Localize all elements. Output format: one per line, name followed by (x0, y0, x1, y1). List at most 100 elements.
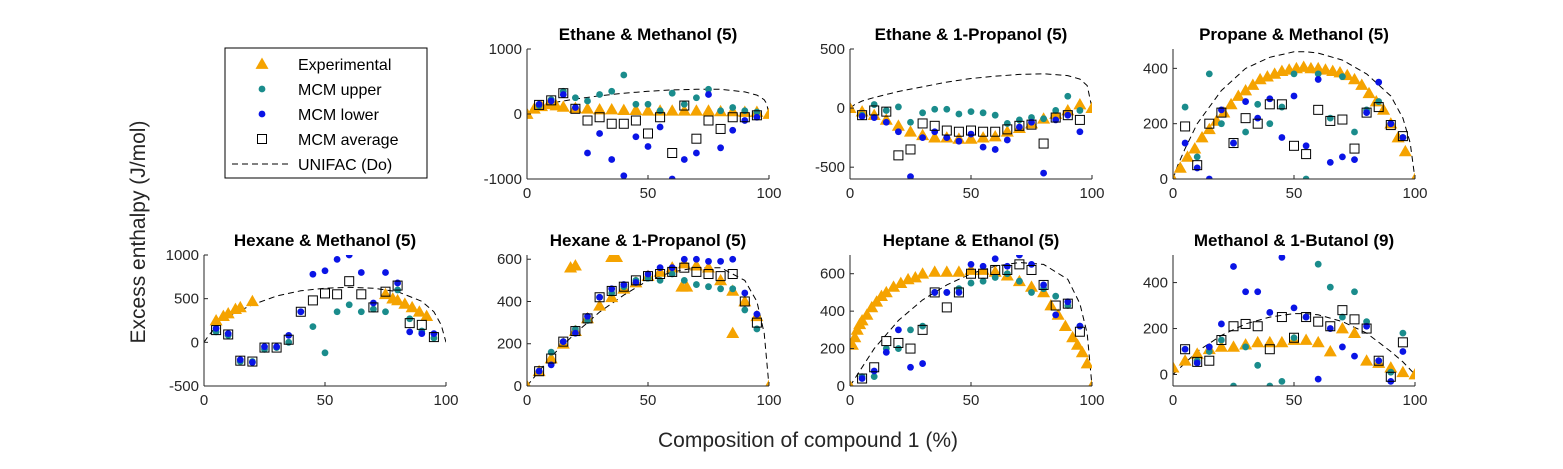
mcm-average-point (546, 353, 557, 364)
mcm-average-point (893, 337, 904, 348)
mcm-average-point (990, 126, 1001, 137)
mcm-lower-point (1242, 98, 1249, 105)
legend-label-mcm-average: MCM average (298, 132, 399, 149)
mcm-upper-point (943, 105, 951, 113)
mcm-upper-point (1003, 270, 1011, 278)
mcm-upper-point (919, 109, 926, 117)
mcm-average-point (990, 264, 1001, 275)
y-tick-label: 0 (837, 378, 845, 395)
experimental-point (527, 379, 531, 386)
mcm-lower-point (394, 279, 401, 287)
mcm-upper-point (382, 308, 389, 316)
y-tick-label: 0 (514, 378, 522, 395)
mcm-average-point (1062, 298, 1073, 309)
mcm-upper-point (729, 104, 737, 111)
mcm-upper-point (882, 107, 890, 114)
mcm-average-point (618, 281, 629, 292)
legend-box (224, 47, 428, 179)
mcm-lower-point (979, 262, 987, 270)
experimental-point (1251, 335, 1265, 348)
mcm-lower-point (357, 269, 365, 276)
experimental-point (765, 379, 769, 386)
mcm-upper-point (967, 279, 975, 287)
mcm-lower-point (693, 255, 700, 263)
experimental-point (617, 103, 631, 115)
mcm-lower-point (547, 97, 555, 105)
mcm-average-point (715, 271, 726, 282)
mcm-average-point (1385, 371, 1396, 382)
mcm-average-point (1289, 140, 1299, 151)
unifac-curve (1173, 51, 1415, 179)
mcm-lower-point (1064, 298, 1072, 306)
experimental-point (544, 352, 558, 364)
experimental-point (568, 259, 582, 271)
mcm-lower-point (858, 112, 866, 120)
mcm-average-point (618, 118, 629, 129)
mcm-average-point (667, 266, 678, 277)
mcm-upper-point (717, 107, 724, 115)
mcm-upper-point (620, 71, 628, 79)
mcm-lower-point (1218, 106, 1225, 114)
experimental-point (1080, 357, 1092, 369)
mcm-lower-point (620, 281, 628, 288)
mcm-upper-point (1290, 70, 1298, 78)
mcm-upper-point (1052, 107, 1060, 114)
mcm-upper-point (705, 283, 712, 291)
mcm-lower-point (882, 348, 890, 356)
mcm-upper-point (919, 322, 926, 330)
y-tick-label: 400 (497, 293, 522, 310)
mcm-lower-point (1302, 313, 1310, 321)
mcm-lower-point (895, 326, 902, 334)
mcm-upper-point (1003, 120, 1011, 127)
mcm-lower-point (559, 91, 567, 98)
experimental-point (916, 267, 930, 279)
mcm-lower-point (236, 356, 244, 364)
mcm-lower-point (955, 289, 963, 296)
mcm-lower-point (321, 267, 329, 275)
mcm-average-point (966, 125, 976, 136)
mcm-average-point (655, 269, 666, 280)
mcm-upper-point (1218, 120, 1225, 128)
experimental-point (245, 294, 259, 307)
mcm-average-point (307, 295, 318, 306)
plot-marks (1173, 51, 1415, 179)
mcm-lower-point (572, 329, 579, 337)
experimental-point (405, 300, 419, 313)
mcm-lower-point (1375, 357, 1383, 365)
mcm-upper-point (1399, 329, 1407, 337)
mcm-lower-point (1205, 343, 1213, 351)
mcm-lower-point (729, 255, 737, 263)
mcm-average-point (404, 318, 415, 329)
experimental-point (1348, 326, 1361, 339)
mcm-upper-point (693, 281, 700, 288)
mcm-lower-point (1314, 76, 1322, 83)
mcm-upper-point (1016, 277, 1023, 285)
mcm-average-point (630, 115, 641, 126)
mcm-upper-point (309, 323, 317, 331)
plot-marks (850, 73, 1092, 179)
mcm-average-point (1313, 104, 1324, 115)
mcm-lower-point (620, 172, 628, 179)
subplot-title: Hexane & 1-Propanol (5) (550, 231, 747, 250)
mcm-upper-point (870, 101, 878, 108)
experimental-point (762, 107, 769, 119)
mcm-average-point (606, 118, 617, 129)
mcm-upper-point (680, 276, 688, 284)
mcm-lower-point (273, 343, 280, 351)
experimental-point (928, 131, 942, 143)
mcm-average-point (1014, 120, 1025, 131)
mcm-lower-point (895, 128, 902, 136)
mcm-average-point (211, 325, 222, 336)
mcm-average-point (368, 302, 379, 313)
mcm-upper-point (741, 306, 749, 314)
y-tick-label: 200 (497, 336, 522, 353)
mcm-lower-point (931, 128, 939, 136)
mcm-lower-point (907, 173, 914, 179)
mcm-upper-point (1040, 115, 1047, 123)
mcm-upper-point (1052, 292, 1060, 300)
mcm-upper-point (1266, 120, 1274, 128)
mcm-average-point (905, 144, 916, 155)
mcm-lower-point (907, 363, 914, 371)
